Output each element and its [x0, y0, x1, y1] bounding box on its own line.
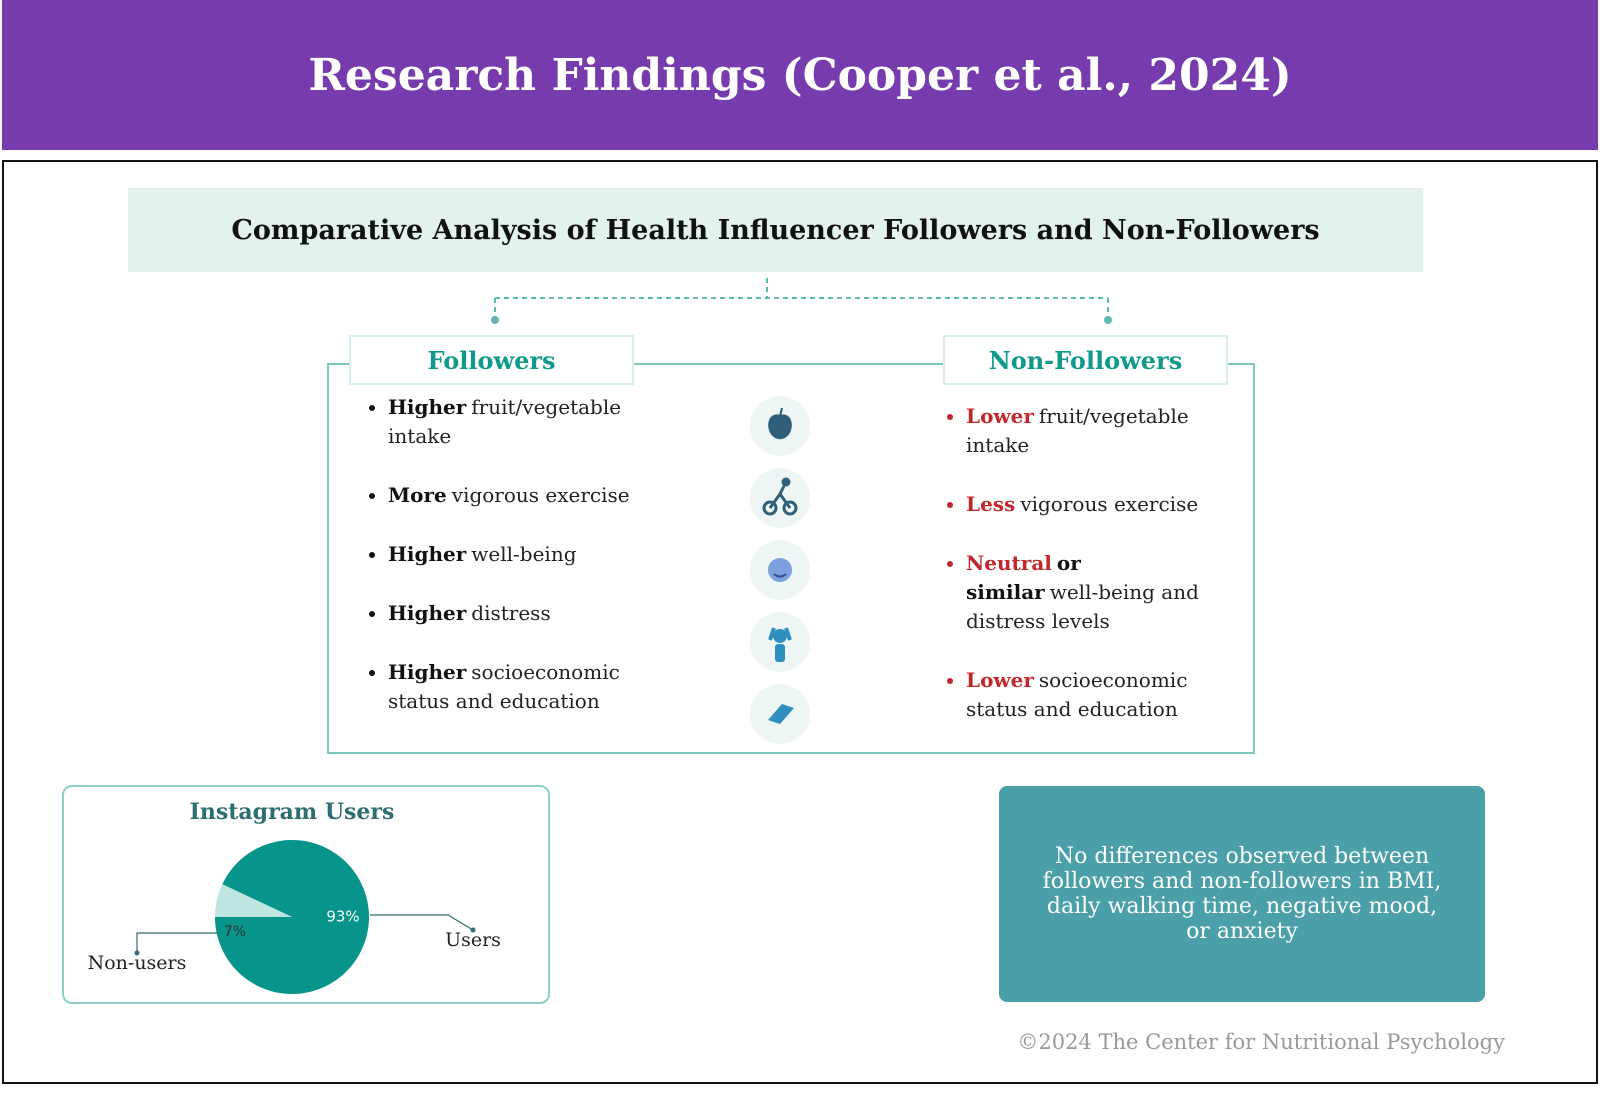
emphasis: or similar [966, 551, 1081, 604]
item-text: distress [471, 601, 551, 625]
item-text: well-being [471, 542, 577, 566]
subtitle: Comparative Analysis of Health Influence… [128, 188, 1423, 272]
emphasis: More [388, 483, 447, 507]
emphasis: Higher [388, 542, 467, 566]
item-text: fruit/vegetable intake [388, 395, 622, 448]
emphasis: Neutral [966, 551, 1052, 575]
item-text: socioeconomic status and education [388, 660, 620, 713]
legend-label: Non-users [88, 952, 187, 974]
emphasis: Lower [966, 668, 1034, 692]
column-heading: Non-Followers [943, 335, 1228, 385]
item-text: vigorous exercise [451, 483, 630, 507]
comparison-box [327, 363, 1255, 754]
item-text: well-being and distress levels [966, 580, 1199, 633]
leader-dot [470, 927, 476, 933]
value-label: 93% [326, 908, 359, 926]
item-text: socioeconomic status and education [966, 668, 1188, 721]
emphasis: Higher [388, 395, 467, 419]
title: Research Findings (Cooper et al., 2024) [308, 49, 1292, 101]
emphasis: Less [966, 492, 1016, 516]
chart-title: Instagram Users [190, 799, 395, 825]
legend-label: Users [445, 929, 501, 951]
icons [750, 396, 810, 744]
emphasis: Lower [966, 404, 1034, 428]
note: No differences observed between follower… [999, 786, 1485, 1002]
emphasis: Higher [388, 601, 467, 625]
leader-line [136, 932, 218, 953]
pie-card [62, 785, 550, 1004]
pie-chart: Instagram Users 93% 7% Users Non-users [88, 799, 501, 994]
item-text: fruit/vegetable intake [966, 404, 1189, 457]
pie-slice [215, 884, 292, 917]
frame [2, 160, 1598, 1084]
leader-dot [134, 950, 140, 956]
value-label: 7% [224, 924, 246, 940]
header: Research Findings (Cooper et al., 2024) [2, 0, 1598, 150]
footer: ©2024 The Center for Nutritional Psychol… [1017, 1030, 1505, 1054]
column-heading: Followers [349, 335, 634, 385]
item-text: vigorous exercise [1020, 492, 1199, 516]
leader-line [370, 914, 474, 931]
emphasis: Higher [388, 660, 467, 684]
